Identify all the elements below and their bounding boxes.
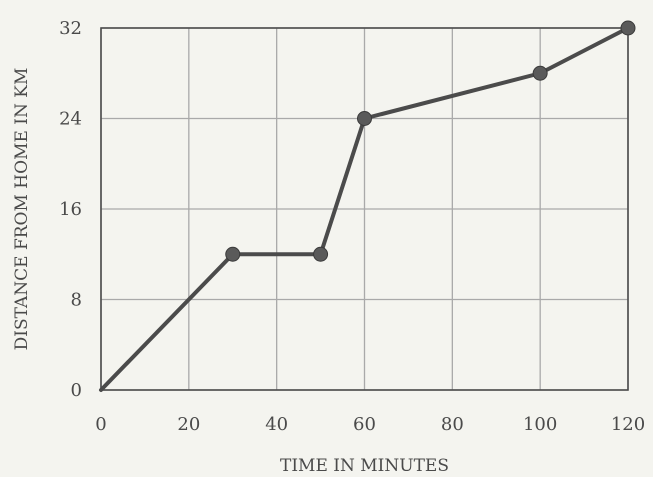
x-tick-label: 100 [523,414,557,435]
x-tick-label: 20 [177,414,200,435]
y-tick-label: 8 [71,290,82,311]
x-axis-ticks: 0 20 40 60 80 100 120 [95,414,645,435]
x-tick-label: 0 [95,414,106,435]
plot-frame [100,27,629,391]
y-tick-label: 0 [71,380,82,401]
data-point [357,111,372,126]
x-axis-label: TIME IN MINUTES [280,456,449,476]
grid [100,27,629,391]
data-point [532,65,548,81]
x-tick-label: 60 [353,414,376,435]
y-tick-label: 32 [59,18,82,39]
y-axis-ticks: 0 8 16 24 32 [59,18,82,401]
y-tick-label: 16 [59,199,82,220]
series-line [99,26,630,392]
data-point [313,246,329,262]
data-point [225,246,241,262]
data-point [620,20,636,36]
x-tick-label: 120 [611,414,645,435]
x-tick-label: 80 [441,414,464,435]
data-points [225,20,636,262]
x-tick-label: 40 [265,414,288,435]
y-tick-label: 24 [59,109,82,130]
y-axis-label: DISTANCE FROM HOME IN KM [12,68,32,351]
